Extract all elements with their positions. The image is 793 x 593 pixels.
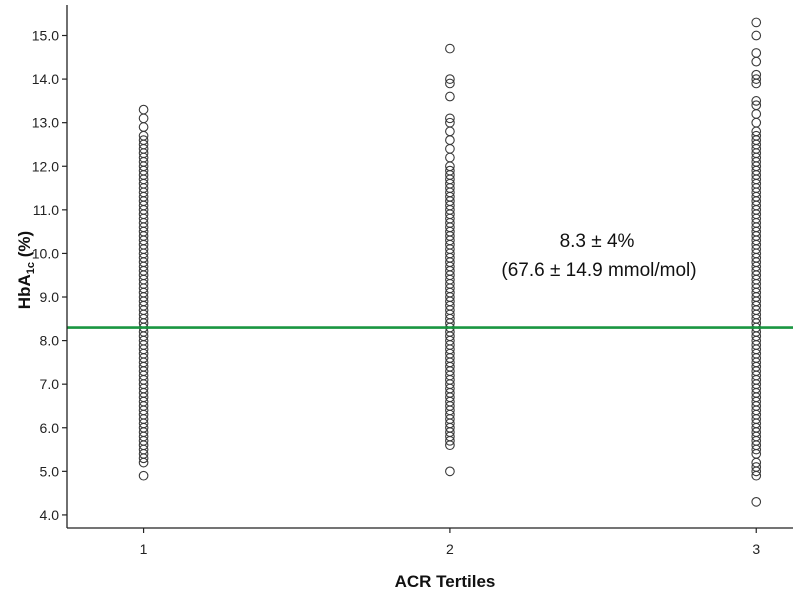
data-point [445, 117, 455, 128]
mean-annotation-line2: (67.6 ± 14.9 mmol/mol) [501, 260, 696, 281]
x-axis-ticks: 1 2 3 [140, 528, 760, 557]
y-tick-label: 9.0 [40, 289, 60, 305]
data-point [138, 440, 149, 451]
data-point [138, 104, 149, 115]
data-point [445, 143, 455, 154]
y-axis-title-main: HbA [15, 274, 34, 309]
data-point [751, 130, 762, 141]
x-tick-label: 3 [752, 541, 760, 557]
data-point [445, 43, 455, 54]
data-point [751, 56, 762, 67]
data-point [138, 113, 149, 124]
y-tick-label: 10.0 [32, 245, 59, 261]
y-tick-label: 11.0 [33, 202, 59, 218]
y-tick-label: 15.0 [32, 28, 59, 44]
y-tick-label: 7.0 [40, 376, 60, 392]
data-point [138, 122, 149, 132]
data-point [751, 96, 762, 106]
data-points [138, 17, 762, 507]
data-point [445, 135, 455, 145]
data-point [138, 135, 149, 145]
y-tick-label: 8.0 [40, 333, 60, 349]
data-point [751, 117, 762, 128]
data-point [445, 78, 455, 89]
data-point [445, 113, 455, 124]
data-point [751, 69, 762, 80]
mean-annotation-line1: 8.3 ± 4% [560, 231, 635, 252]
y-tick-label: 12.0 [32, 158, 59, 174]
data-point [751, 497, 762, 507]
data-point [751, 462, 762, 472]
data-point [751, 457, 762, 468]
data-point [138, 470, 149, 481]
data-point [445, 152, 455, 163]
x-axis-title: ACR Tertiles [395, 572, 496, 591]
data-point [751, 48, 762, 58]
data-point [445, 466, 455, 477]
data-point [751, 30, 762, 41]
data-point [751, 109, 762, 119]
data-point [445, 91, 455, 102]
data-point [751, 17, 762, 28]
y-tick-label: 5.0 [40, 463, 60, 479]
data-point [445, 126, 455, 137]
y-axis-title: HbA1c (%) [15, 231, 37, 309]
y-tick-label: 4.0 [40, 507, 60, 523]
x-tick-label: 1 [140, 541, 148, 557]
data-point [445, 74, 455, 84]
y-axis-title-subscript: 1c [25, 262, 37, 274]
data-point [138, 444, 149, 455]
data-point [751, 74, 762, 84]
x-tick-label: 2 [446, 541, 454, 557]
y-tick-label: 13.0 [32, 115, 59, 131]
y-tick-label: 14.0 [32, 71, 59, 87]
data-point [751, 100, 762, 111]
y-axis-ticks: 4.0 5.0 6.0 7.0 8.0 9.0 10.0 11.0 12.0 13.0 14.0 15… [32, 28, 67, 523]
data-point [445, 165, 455, 176]
data-point [445, 440, 455, 451]
y-tick-label: 6.0 [40, 420, 60, 436]
y-axis-title-unit: (%) [15, 231, 34, 262]
